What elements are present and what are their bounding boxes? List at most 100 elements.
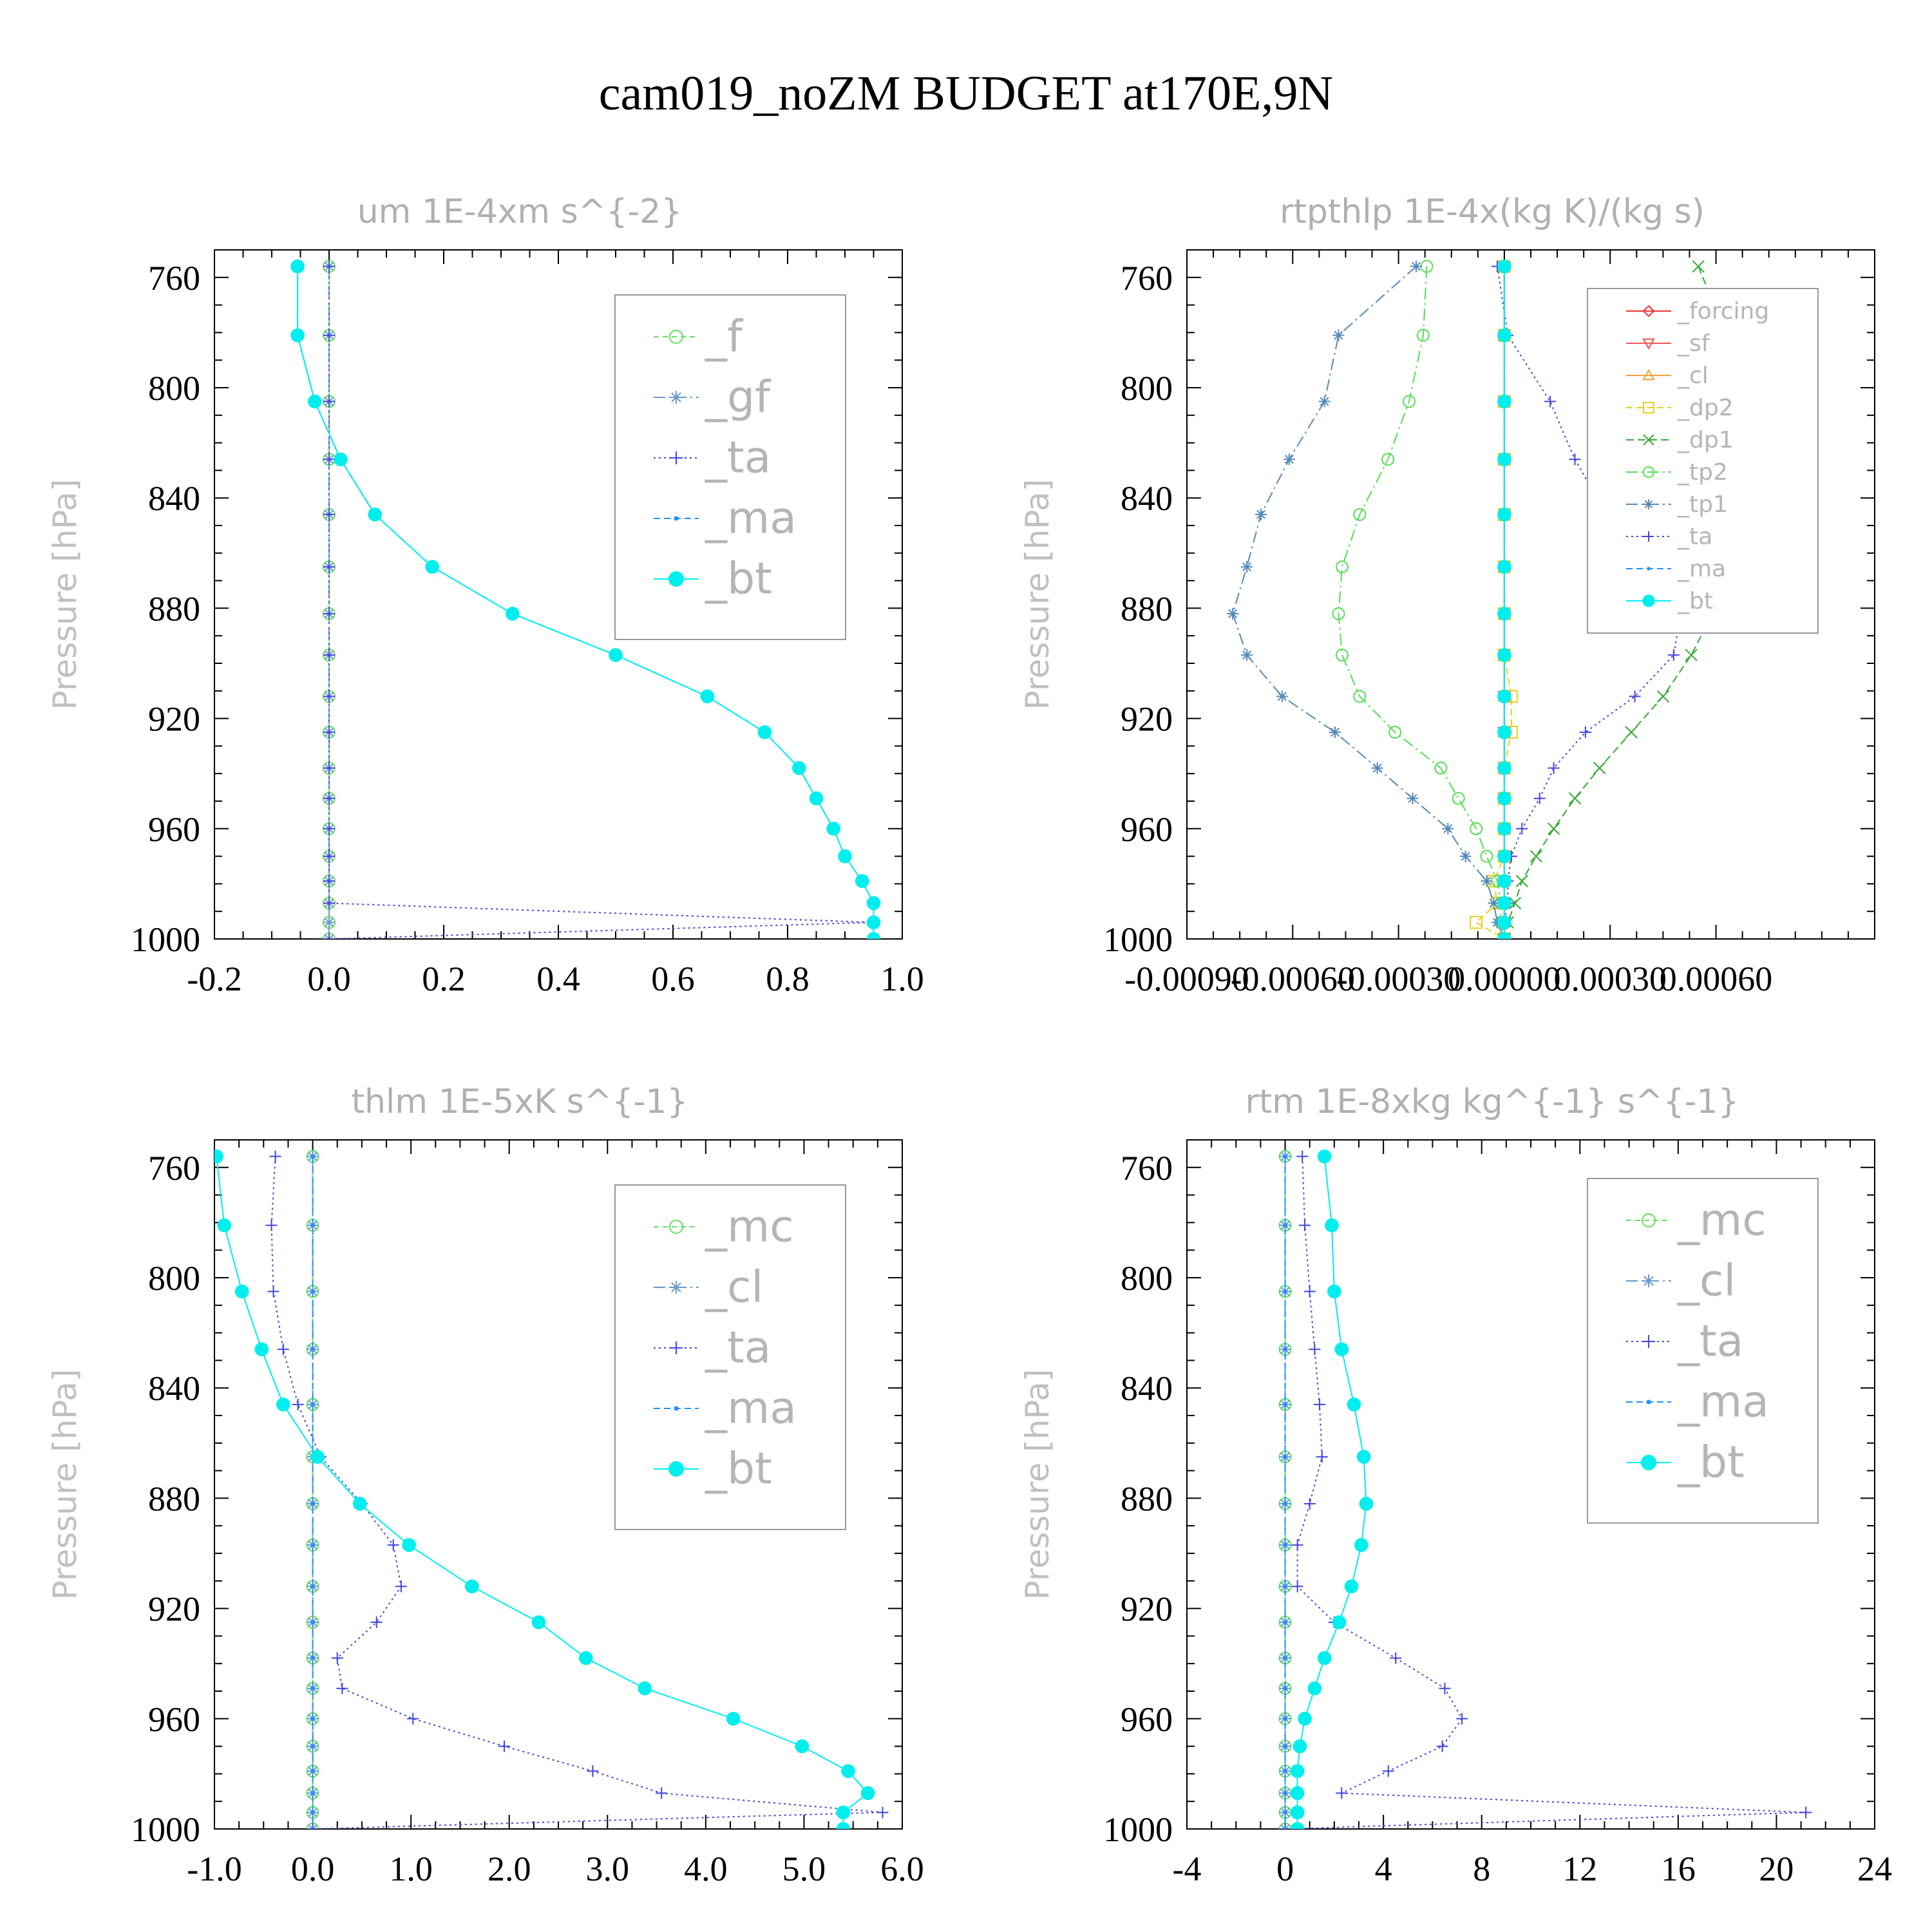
data-point-ma [310, 1744, 315, 1748]
legend-label: _ma [1677, 556, 1726, 582]
x-tick-label: 0.0 [307, 960, 351, 998]
x-tick-label: 0.00030 [1553, 960, 1667, 998]
data-point-ta [1800, 1806, 1812, 1819]
data-point-ta [265, 1219, 278, 1231]
x-tick-label: 0.0 [291, 1850, 335, 1888]
legend-marker [670, 391, 683, 404]
data-point-ta [323, 607, 335, 620]
data-point-ta [323, 792, 335, 804]
legend-marker [1642, 368, 1655, 381]
data-point-bt [1497, 689, 1511, 704]
data-point-bt [214, 1149, 223, 1164]
y-tick-label: 960 [148, 810, 200, 849]
data-point-bt [838, 849, 852, 864]
data-point-ta [277, 1343, 289, 1356]
y-tick-label: 760 [148, 1149, 200, 1188]
data-point-ta [323, 260, 335, 272]
data-point-bt [638, 1681, 652, 1696]
legend-label: _bt [1677, 1437, 1745, 1488]
legend-marker [668, 571, 684, 587]
data-point-bt [826, 822, 840, 836]
x-tick-label: 16 [1661, 1850, 1696, 1888]
data-point-ta [387, 1539, 399, 1551]
data-point-bt [1497, 915, 1511, 930]
data-point-ta [323, 453, 335, 466]
panel-title: rtm 1E-8xkg kg^{-1} s^{-1} [1245, 1083, 1739, 1121]
data-point-tp1 [1488, 897, 1500, 909]
data-point-ta [323, 329, 335, 341]
data-point-dp1 [1530, 849, 1542, 863]
x-tick-label: 0 [1276, 1850, 1294, 1888]
x-tick-label: 3.0 [586, 1850, 630, 1888]
data-point-bt [276, 1397, 290, 1412]
legend-label: _tp1 [1677, 491, 1728, 518]
data-point-ma [310, 1543, 315, 1548]
data-point-bt [578, 1651, 593, 1665]
y-tick-label: 960 [1121, 1700, 1173, 1739]
x-tick-label: -0.00030 [1336, 960, 1461, 998]
data-point-bt [757, 725, 772, 739]
data-point-bt [1325, 1218, 1339, 1233]
data-point-bt [1332, 1615, 1347, 1629]
legend-label: _cl [1677, 1255, 1736, 1306]
data-point-ta [1296, 1150, 1309, 1162]
data-point-ta [498, 1740, 511, 1752]
y-tick-label: 760 [1121, 259, 1173, 298]
data-point-tp1 [1481, 875, 1493, 887]
data-point-ma [310, 1154, 315, 1159]
x-tick-label: 4 [1375, 1850, 1392, 1888]
data-point-ta [323, 850, 335, 862]
data-point-bt [290, 259, 305, 274]
data-point-ta [323, 897, 335, 909]
data-point-ma [1283, 1656, 1287, 1660]
data-point-bt [1497, 849, 1511, 864]
data-point-ma [310, 1686, 315, 1690]
data-point-bt [1497, 394, 1511, 409]
legend-label: _ta [705, 432, 771, 483]
x-tick-label: -0.00060 [1231, 960, 1355, 998]
x-tick-label: 1.0 [389, 1850, 433, 1888]
x-tick-label: -0.2 [187, 960, 242, 998]
data-point-ta [323, 933, 335, 939]
data-point-bt [1497, 896, 1511, 911]
data-point-bt [866, 915, 881, 930]
data-point-ta [1303, 1497, 1316, 1510]
data-point-ma [310, 1656, 315, 1660]
data-point-dp1 [1656, 690, 1670, 703]
data-point-ma [310, 1289, 315, 1294]
y-axis-label: Pressure [hPa] [46, 479, 84, 710]
data-point-ta [1291, 1580, 1303, 1593]
y-tick-label: 840 [148, 479, 200, 518]
legend-marker [1642, 1213, 1656, 1227]
legend-marker [1642, 305, 1655, 317]
data-point-ta [1516, 822, 1528, 835]
data-point-dp1 [1547, 822, 1560, 835]
data-point-ma [1283, 1791, 1287, 1795]
legend-marker [669, 1220, 683, 1234]
data-point-ta [1313, 1398, 1325, 1410]
data-point-ta [323, 395, 335, 408]
y-tick-label: 960 [1121, 810, 1173, 849]
data-point-dp1 [1593, 761, 1606, 775]
data-point-ma [310, 1810, 315, 1815]
x-tick-label: -4 [1173, 1850, 1202, 1888]
data-point-ta [323, 690, 335, 703]
data-point-bt [368, 507, 382, 522]
x-tick-label: 6.0 [880, 1850, 924, 1888]
data-point-ma [1283, 1620, 1287, 1625]
legend-label: _bt [705, 1443, 772, 1494]
data-point-bt [1497, 507, 1511, 522]
data-point-bt [1298, 1712, 1312, 1726]
series-group [1278, 1149, 1812, 1829]
y-tick-label: 800 [1121, 369, 1173, 408]
y-tick-label: 880 [1121, 589, 1173, 628]
legend-label: _dp1 [1677, 427, 1734, 453]
data-point-bt [1334, 1342, 1349, 1357]
legend-label: _f [705, 311, 744, 362]
data-point-bt [809, 791, 824, 806]
x-tick-label: 24 [1857, 1850, 1892, 1888]
data-point-bt [1327, 1284, 1341, 1299]
legend-marker [1643, 466, 1654, 478]
data-point-ma [1283, 1543, 1287, 1548]
